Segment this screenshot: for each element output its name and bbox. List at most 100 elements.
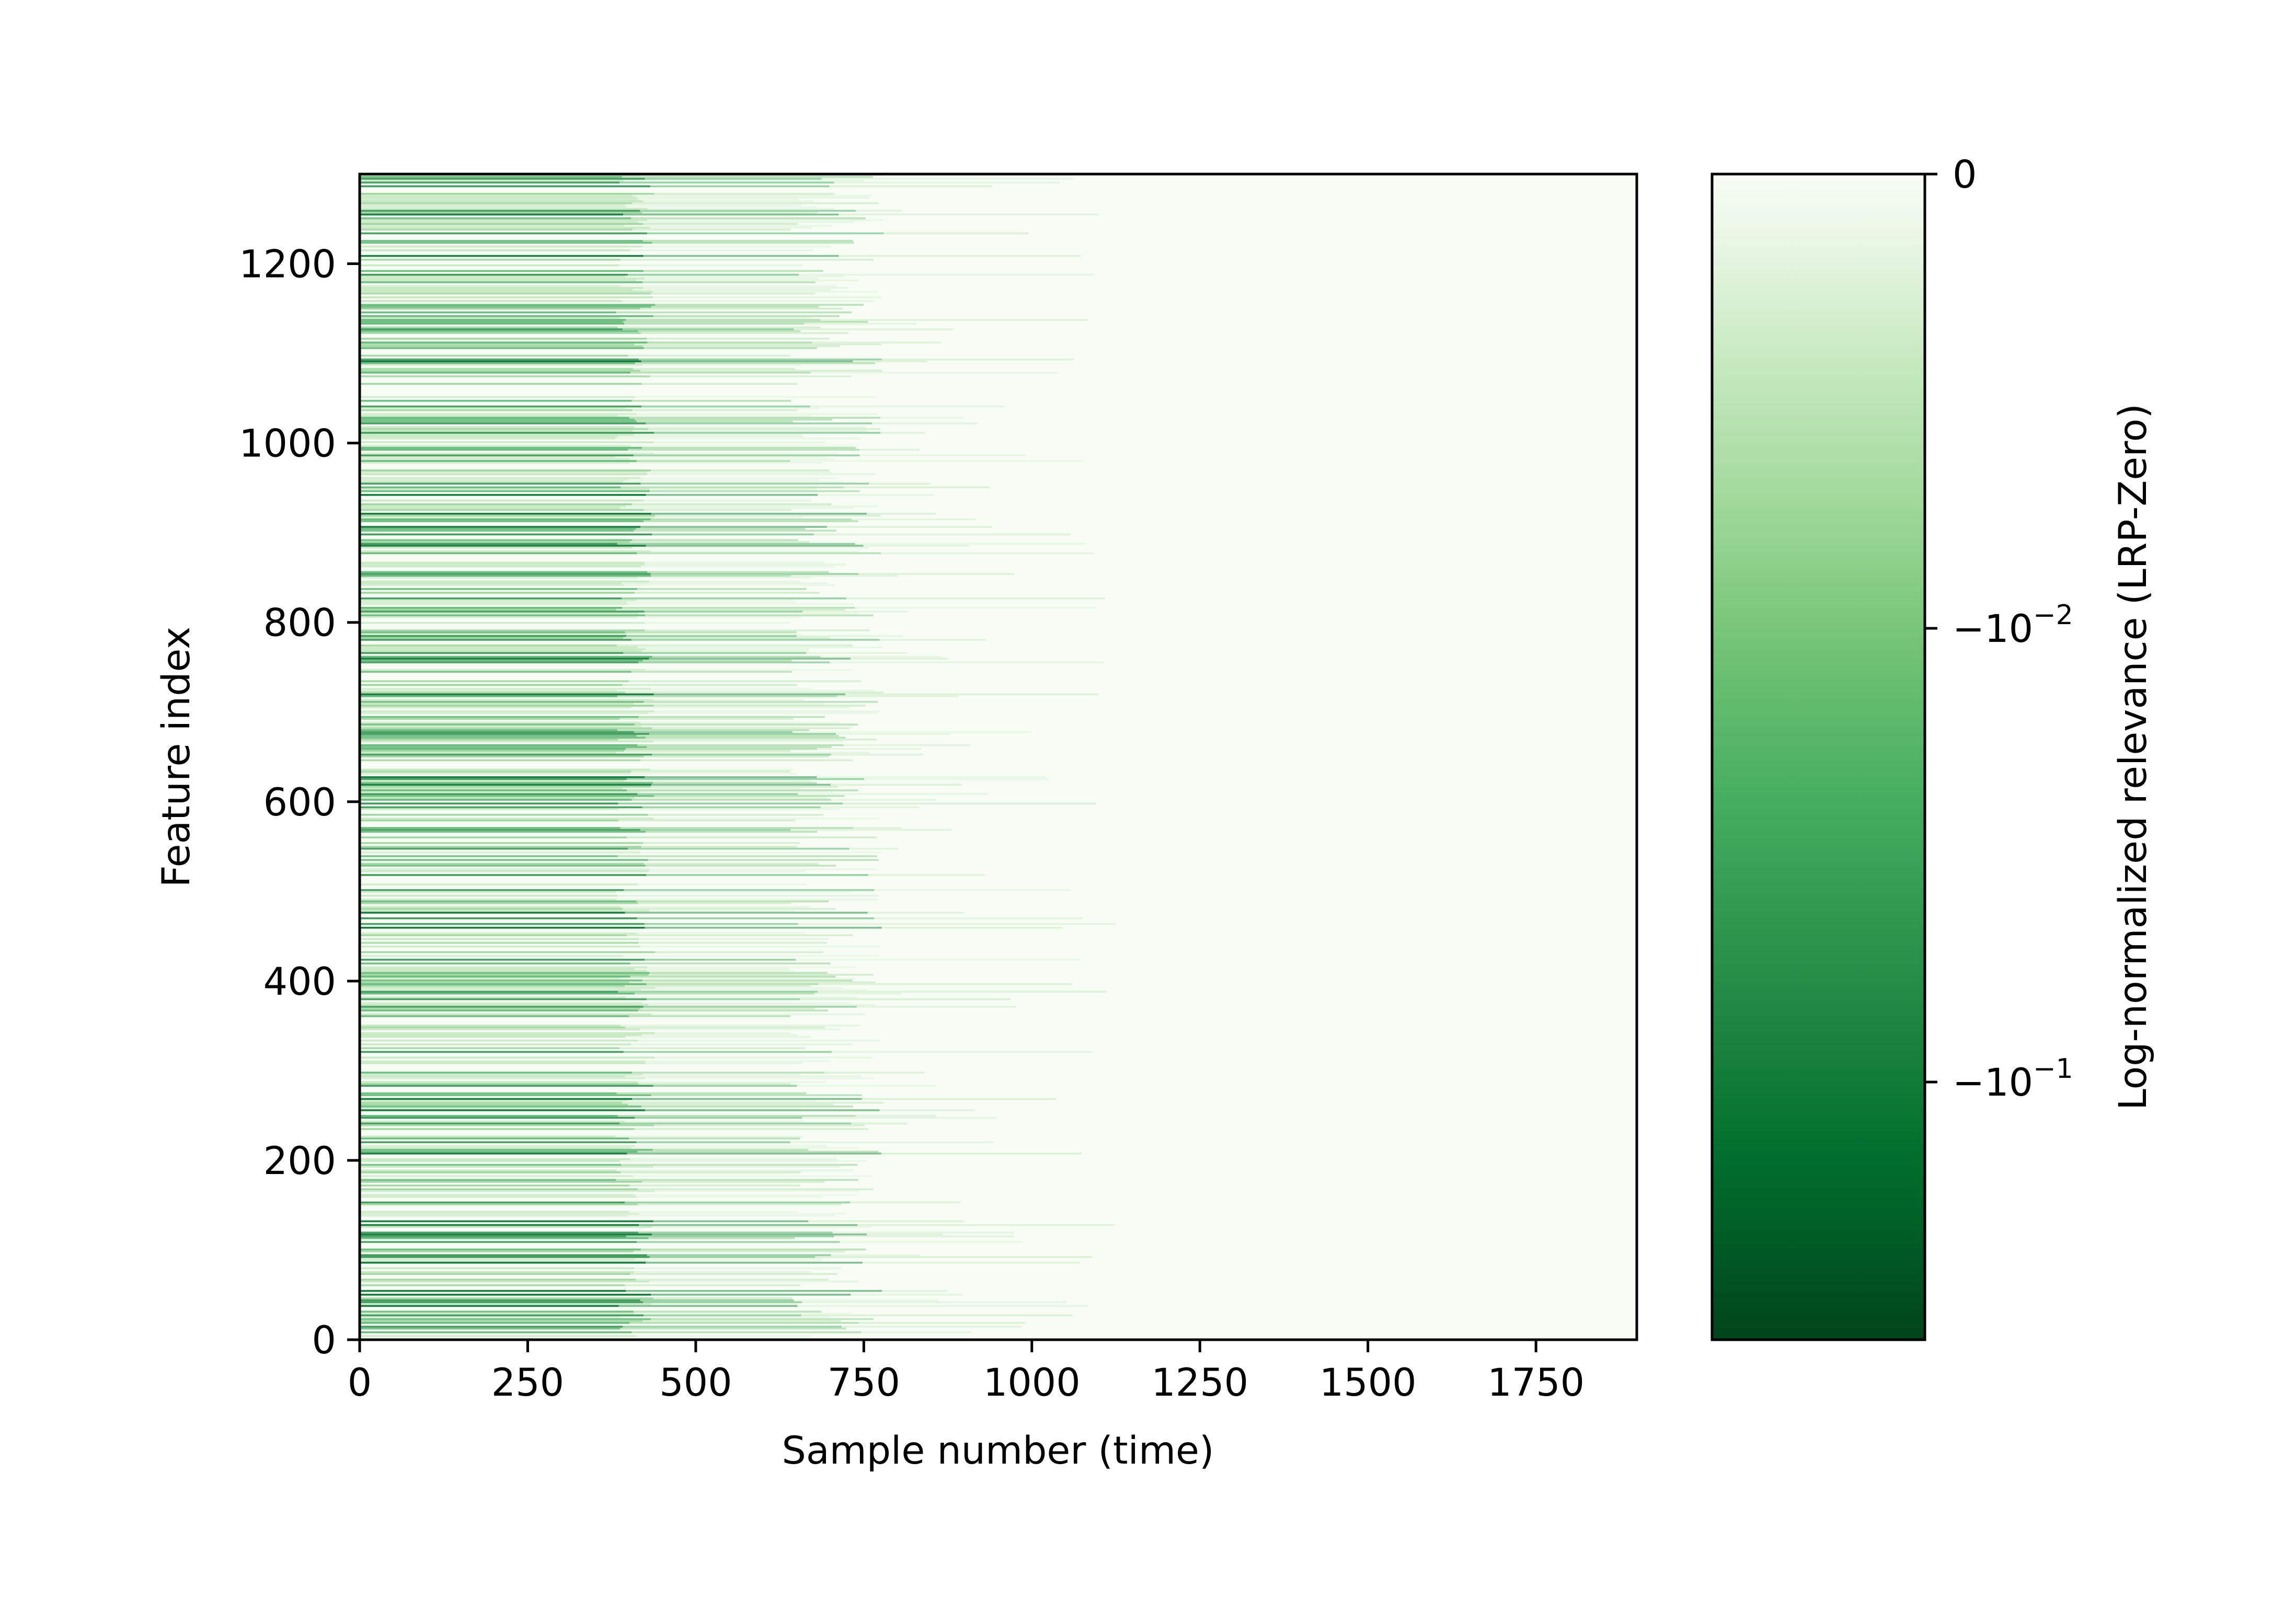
heatmap-row-fade bbox=[617, 689, 874, 692]
heatmap-row bbox=[360, 1094, 651, 1096]
heatmap-row bbox=[360, 899, 617, 901]
heatmap-row-tail bbox=[820, 806, 920, 809]
heatmap-row-fade bbox=[625, 748, 817, 750]
heatmap-row-fade bbox=[644, 1314, 801, 1317]
heatmap-row-fade bbox=[650, 185, 830, 188]
heatmap-row bbox=[360, 998, 647, 1000]
heatmap-row bbox=[360, 1290, 626, 1292]
heatmap-row bbox=[360, 902, 638, 904]
heatmap-row bbox=[360, 983, 647, 985]
heatmap-row bbox=[360, 300, 622, 302]
heatmap-row-fade bbox=[653, 452, 838, 455]
y-tick-label: 400 bbox=[263, 960, 336, 1004]
heatmap-row bbox=[360, 432, 654, 434]
y-axis: 0 200 400 600 800 1000 1200 bbox=[239, 243, 360, 1363]
heatmap-row-fade bbox=[619, 1047, 806, 1049]
heatmap-row-tail bbox=[798, 923, 1116, 925]
heatmap-row bbox=[360, 645, 617, 647]
heatmap-row bbox=[360, 988, 641, 991]
heatmap-row bbox=[360, 469, 651, 471]
heatmap-row bbox=[360, 1169, 617, 1171]
heatmap-row bbox=[360, 1260, 647, 1262]
heatmap-row-tail bbox=[817, 776, 1046, 778]
heatmap-row-fade bbox=[624, 750, 790, 752]
heatmap-row bbox=[360, 1040, 638, 1042]
heatmap-row bbox=[360, 1158, 630, 1160]
heatmap-row-fade bbox=[648, 1237, 795, 1239]
heatmap-row bbox=[360, 226, 650, 229]
heatmap-row-fade bbox=[641, 405, 810, 408]
heatmap-row-fade bbox=[651, 1094, 862, 1096]
heatmap-row bbox=[360, 614, 646, 616]
heatmap-row-fade bbox=[653, 1124, 865, 1126]
heatmap-row-tail bbox=[810, 405, 1004, 408]
heatmap-row bbox=[360, 1326, 623, 1328]
heatmap-row-fade bbox=[651, 306, 819, 308]
heatmap-row-fade bbox=[641, 360, 853, 362]
heatmap-row bbox=[360, 1271, 634, 1273]
heatmap-row-fade bbox=[647, 341, 812, 343]
heatmap-row bbox=[360, 1294, 651, 1296]
heatmap-row-tail bbox=[818, 983, 1073, 985]
heatmap-row bbox=[360, 1160, 621, 1162]
heatmap-row-fade bbox=[641, 650, 808, 652]
heatmap-row-fade bbox=[619, 1122, 852, 1124]
heatmap-row bbox=[360, 661, 639, 663]
heatmap-row bbox=[360, 1051, 624, 1053]
heatmap-row bbox=[360, 1233, 652, 1236]
heatmap-row-fade bbox=[651, 1013, 865, 1016]
heatmap-row-fade bbox=[623, 179, 864, 182]
heatmap-row-fade bbox=[638, 1232, 833, 1234]
heatmap-row-tail bbox=[874, 889, 1071, 891]
heatmap-row-tail bbox=[851, 518, 977, 521]
heatmap-row-tail bbox=[835, 733, 951, 735]
heatmap-row-fade bbox=[616, 1092, 807, 1095]
heatmap-row-fade bbox=[627, 934, 853, 936]
heatmap-row bbox=[360, 328, 623, 330]
heatmap-row bbox=[360, 695, 617, 697]
heatmap-row-fade bbox=[625, 1026, 825, 1029]
heatmap-row-fade bbox=[639, 1083, 791, 1085]
heatmap-row bbox=[360, 358, 639, 361]
heatmap-row-fade bbox=[617, 695, 837, 697]
heatmap-row bbox=[360, 320, 623, 323]
heatmap-row-fade bbox=[628, 479, 820, 481]
heatmap-row-fade bbox=[645, 648, 810, 650]
heatmap-row bbox=[360, 198, 639, 201]
heatmap-row-fade bbox=[632, 1331, 861, 1333]
heatmap-row bbox=[360, 946, 640, 948]
heatmap-row bbox=[360, 1258, 636, 1260]
heatmap-row bbox=[360, 827, 621, 829]
heatmap-row bbox=[360, 1320, 643, 1322]
heatmap-row-tail bbox=[881, 927, 1063, 929]
heatmap-row-fade bbox=[624, 323, 805, 325]
heatmap-row-fade bbox=[636, 599, 794, 602]
heatmap-row bbox=[360, 499, 644, 502]
heatmap-row-fade bbox=[618, 819, 796, 822]
heatmap-row-fade bbox=[652, 1226, 871, 1228]
heatmap-row bbox=[360, 611, 645, 613]
heatmap-row-fade bbox=[625, 505, 878, 508]
heatmap-row-fade bbox=[618, 1305, 798, 1307]
heatmap-row-fade bbox=[629, 1137, 800, 1140]
heatmap-row-tail bbox=[814, 993, 901, 995]
heatmap-row bbox=[360, 693, 654, 696]
heatmap-row-fade bbox=[649, 580, 800, 583]
heatmap-row-fade bbox=[645, 831, 818, 833]
heatmap-row bbox=[360, 622, 645, 624]
heatmap-row-tail bbox=[853, 827, 902, 829]
heatmap-row-fade bbox=[638, 941, 827, 944]
heatmap-row bbox=[360, 770, 632, 773]
heatmap-row-fade bbox=[645, 178, 822, 180]
heatmap-row-fade bbox=[625, 1036, 811, 1038]
heatmap-row bbox=[360, 859, 648, 861]
heatmap-row bbox=[360, 1145, 636, 1147]
heatmap-row-fade bbox=[625, 1107, 802, 1110]
heatmap-row-fade bbox=[644, 347, 817, 349]
colorbar: 0 −10−2 −10−1 Log-normalized relevance (LR… bbox=[1710, 153, 2155, 1341]
heatmap-row-tail bbox=[798, 793, 988, 795]
heatmap-row bbox=[360, 831, 646, 833]
heatmap-row bbox=[360, 407, 626, 409]
heatmap-row bbox=[360, 178, 645, 180]
heatmap-row bbox=[360, 734, 637, 737]
